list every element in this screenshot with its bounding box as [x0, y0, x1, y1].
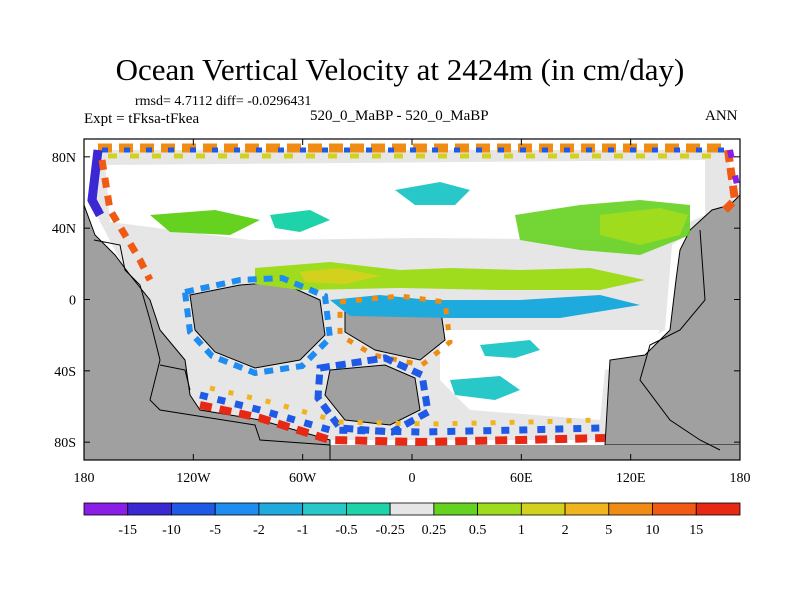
y-tick-label: 80N [52, 151, 76, 166]
eastern-boundary-band [727, 149, 740, 191]
y-axis: 80N 40N 0 40S 80S [52, 151, 740, 451]
colorbar-swatch [171, 502, 216, 516]
colorbar-swatch [652, 502, 697, 516]
continent-ring [337, 293, 453, 368]
colorbar-label: 0.5 [469, 523, 487, 538]
colorbar-swatch [477, 502, 522, 516]
colorbar-swatch [520, 502, 566, 516]
colorbar-label: -0.25 [376, 523, 405, 538]
positive-patch [255, 262, 645, 290]
colorbar-label: 1 [518, 523, 525, 538]
chart-title: Ocean Vertical Velocity at 2424m (in cm/… [115, 52, 685, 87]
season-label: ANN [705, 108, 738, 124]
negative-patch [450, 376, 520, 400]
negative-patch [270, 210, 330, 232]
colorbar-label: -0.5 [335, 523, 357, 538]
colorbar-swatch [83, 502, 129, 516]
negative-patch [330, 295, 640, 318]
x-tick-label: 60E [510, 471, 533, 486]
x-tick-label: 180 [74, 471, 95, 486]
colorbar-label: 15 [689, 523, 703, 538]
colorbar: -15 -10 -5 -2 -1 -0.5 -0.25 0.25 0.5 1 2 5 10 15 [83, 502, 741, 538]
case-label: 520_0_MaBP - 520_0_MaBP [310, 108, 489, 124]
southern-boundary-band [199, 401, 606, 447]
negative-patch [480, 340, 540, 358]
western-boundary-band [98, 159, 154, 282]
experiment-label: Expt = tFksa-tFkea [84, 111, 200, 127]
continent-ring [181, 274, 334, 377]
coastline [93, 229, 721, 460]
colorbar-label: -1 [297, 523, 309, 538]
x-tick-label: 120W [176, 471, 211, 486]
colorbar-swatch [608, 502, 653, 516]
continent-ring [314, 354, 432, 436]
colorbar-swatch [564, 502, 610, 516]
x-tick-label: 120E [616, 471, 646, 486]
stats-label: rmsd= 4.7112 diff= -0.0296431 [135, 94, 312, 109]
y-tick-label: 80S [54, 436, 76, 451]
y-tick-label: 0 [69, 294, 76, 309]
colorbar-label: 5 [605, 523, 612, 538]
colorbar-label: 2 [562, 523, 569, 538]
colorbar-swatch [302, 502, 347, 516]
x-axis: 180 120W 60W 0 60E 120E 180 [74, 139, 751, 486]
continent-c [324, 364, 421, 426]
eastern-boundary-band [722, 149, 740, 213]
colorbar-swatch [127, 502, 172, 516]
colorbar-swatch [433, 502, 479, 516]
x-tick-label: 180 [730, 471, 751, 486]
y-tick-label: 40N [52, 222, 76, 237]
positive-patch [150, 210, 260, 235]
x-tick-label: 60W [289, 471, 317, 486]
colorbar-swatch [214, 502, 260, 516]
colorbar-swatch [389, 502, 435, 516]
map-layer [84, 143, 740, 460]
colorbar-label: -5 [209, 523, 221, 538]
colorbar-label: 0.25 [422, 523, 447, 538]
colorbar-swatch [695, 502, 741, 516]
positive-patch [600, 208, 688, 245]
y-tick-label: 40S [54, 365, 76, 380]
negative-patch [395, 182, 470, 205]
western-boundary-band [87, 149, 104, 218]
x-tick-label: 0 [409, 471, 416, 486]
colorbar-swatch [258, 502, 304, 516]
positive-patch [300, 268, 380, 284]
colorbar-label: 10 [646, 523, 660, 538]
colorbar-label: -15 [118, 523, 137, 538]
colorbar-label: -2 [253, 523, 265, 538]
land-south [84, 445, 740, 460]
colorbar-label: -10 [162, 523, 181, 538]
colorbar-swatch [345, 502, 391, 516]
